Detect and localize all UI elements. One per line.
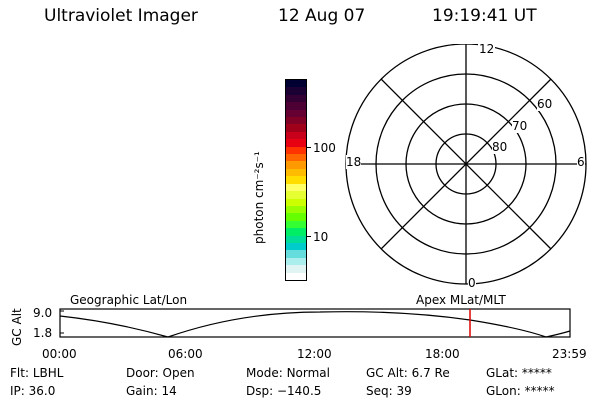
orbit-right-title: Apex MLat/MLT xyxy=(416,293,506,307)
orbit-x-tick-2: 12:00 xyxy=(297,347,332,361)
gain-value: 14 xyxy=(161,384,177,398)
gcalt-info: GC Alt: 6.7 Re xyxy=(366,366,450,380)
gain-label: Gain: xyxy=(126,384,158,398)
glon-value: ***** xyxy=(524,384,555,398)
door-info: Door: Open xyxy=(126,366,195,380)
dsp-label: Dsp: xyxy=(246,384,274,398)
filter-info: Flt: LBHL xyxy=(10,366,63,380)
ip-info: IP: 36.0 xyxy=(10,384,55,398)
colorbar-tick-10 xyxy=(306,236,311,237)
colorbar-segment xyxy=(286,161,306,170)
colorbar-segment xyxy=(286,228,306,237)
polar-plot xyxy=(345,44,587,285)
colorbar-segment xyxy=(286,131,306,140)
colorbar-segment xyxy=(286,183,306,192)
colorbar-tick-label-100: 100 xyxy=(313,141,336,155)
glon-label: GLon: xyxy=(486,384,521,398)
polar-label-60: 60 xyxy=(537,97,553,111)
colorbar-segment xyxy=(286,205,306,214)
polar-label-70: 70 xyxy=(512,119,528,133)
gcalt-label: GC Alt: xyxy=(366,366,408,380)
orbit-x-tick-0: 00:00 xyxy=(42,347,77,361)
glon-info: GLon: ***** xyxy=(486,384,555,398)
polar-label-18: 18 xyxy=(346,155,362,169)
ip-label: IP: xyxy=(10,384,25,398)
seq-value: 39 xyxy=(396,384,412,398)
glat-info: GLat: ***** xyxy=(486,366,552,380)
orbit-plot xyxy=(59,308,571,338)
colorbar-segment xyxy=(286,198,306,207)
colorbar-segment xyxy=(286,235,306,244)
colorbar-segment xyxy=(286,146,306,155)
instrument-title: Ultraviolet Imager xyxy=(44,6,198,26)
colorbar-segment xyxy=(286,213,306,222)
colorbar-segment xyxy=(286,272,306,281)
polar-label-0: 0 xyxy=(468,276,476,290)
polar-label-12: 12 xyxy=(478,42,496,56)
filter-label: Flt: xyxy=(10,366,29,380)
polar-diagonal-2 xyxy=(380,78,552,250)
orbit-x-tick-3: 18:00 xyxy=(425,347,460,361)
colorbar-segment xyxy=(286,139,306,148)
dsp-value: −140.5 xyxy=(276,384,322,398)
colorbar-axis-label: photon cm⁻²s⁻¹ xyxy=(252,151,266,244)
colorbar-segment xyxy=(286,176,306,185)
orbit-y-tick-high: 9.0 xyxy=(33,306,53,320)
ip-value: 36.0 xyxy=(28,384,56,398)
time-label: 19:19:41 UT xyxy=(432,6,537,26)
orbit-x-tick-4: 23:59 xyxy=(552,347,587,361)
colorbar-segment xyxy=(286,124,306,133)
colorbar-segment xyxy=(286,191,306,200)
mode-label: Mode: xyxy=(246,366,283,380)
polar-label-6: 6 xyxy=(577,155,585,169)
door-value: Open xyxy=(162,366,195,380)
colorbar-segment xyxy=(286,250,306,259)
colorbar-tick-label-10: 10 xyxy=(313,230,329,244)
orbit-altitude-curve xyxy=(59,311,571,338)
orbit-x-tick-1: 06:00 xyxy=(168,347,203,361)
gain-info: Gain: 14 xyxy=(126,384,177,398)
colorbar xyxy=(285,79,307,281)
colorbar-segment xyxy=(286,168,306,177)
orbit-y-tick-low: 1.8 xyxy=(33,326,53,340)
colorbar-segment xyxy=(286,220,306,229)
colorbar-segment xyxy=(286,102,306,111)
colorbar-tick-100 xyxy=(306,147,311,148)
colorbar-segment xyxy=(286,117,306,125)
door-label: Door: xyxy=(126,366,159,380)
orbit-left-title: Geographic Lat/Lon xyxy=(70,293,188,307)
colorbar-segment xyxy=(286,242,306,251)
colorbar-segment xyxy=(286,154,306,162)
colorbar-segment xyxy=(286,109,306,118)
gcalt-value: 6.7 Re xyxy=(411,366,450,380)
mode-info: Mode: Normal xyxy=(246,366,330,380)
colorbar-segment xyxy=(286,80,306,88)
colorbar-segment xyxy=(286,265,306,274)
filter-value: LBHL xyxy=(32,366,64,380)
seq-label: Seq: xyxy=(366,384,393,398)
glat-label: GLat: xyxy=(486,366,519,380)
colorbar-segment xyxy=(286,257,306,266)
seq-info: Seq: 39 xyxy=(366,384,412,398)
colorbar-frame xyxy=(285,79,307,281)
glat-value: ***** xyxy=(521,366,552,380)
colorbar-segment xyxy=(286,94,306,103)
polar-label-80: 80 xyxy=(492,140,508,154)
colorbar-segment xyxy=(286,87,306,96)
date-label: 12 Aug 07 xyxy=(278,6,366,26)
dsp-info: Dsp: −140.5 xyxy=(246,384,321,398)
mode-value: Normal xyxy=(286,366,330,380)
orbit-frame xyxy=(59,308,571,338)
